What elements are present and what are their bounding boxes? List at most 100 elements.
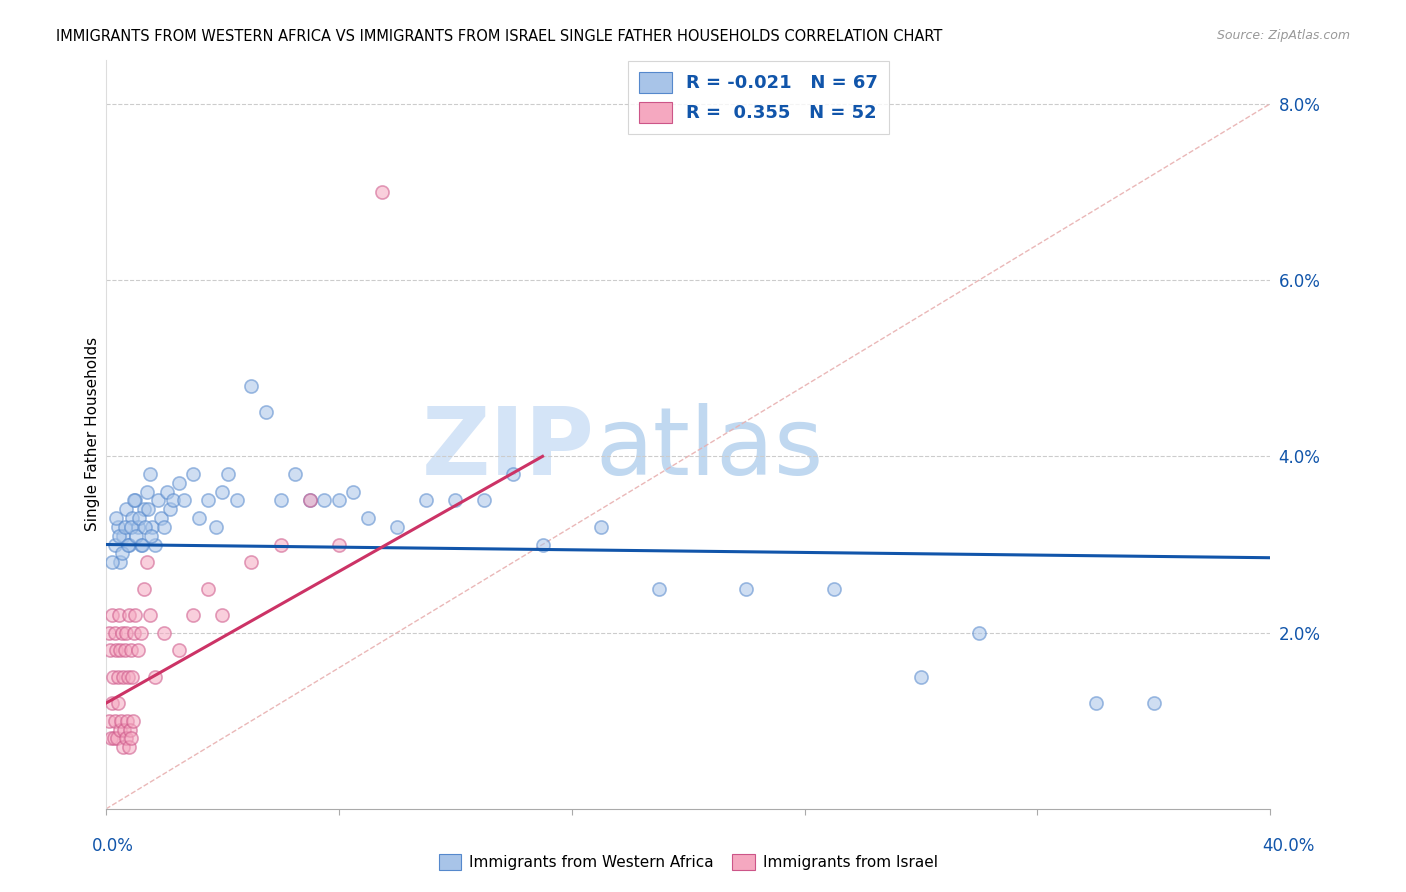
Point [118,723,141,737]
Point [298,493,321,508]
Point [589,520,612,534]
Point [735,582,758,596]
Point [111,546,134,560]
Point [105,643,128,657]
Point [115,502,138,516]
Point [118,608,141,623]
Point [967,625,990,640]
Point [108,529,131,543]
Point [141,520,163,534]
Point [107,520,129,534]
Point [115,714,138,728]
Point [104,714,127,728]
Point [107,696,129,710]
Point [138,608,160,623]
Text: Source: ZipAtlas.com: Source: ZipAtlas.com [1216,29,1350,42]
Point [104,537,127,551]
Text: IMMIGRANTS FROM WESTERN AFRICA VS IMMIGRANTS FROM ISRAEL SINGLE FATHER HOUSEHOLD: IMMIGRANTS FROM WESTERN AFRICA VS IMMIGR… [56,29,942,44]
Point [107,670,129,684]
Point [159,502,181,516]
Point [139,529,162,543]
Point [150,511,173,525]
Point [125,529,148,543]
Point [100,555,122,569]
Point [114,731,136,746]
Point [531,537,554,551]
Point [110,714,132,728]
Point [124,608,146,623]
Point [122,625,145,640]
Point [134,520,156,534]
Point [129,625,152,640]
Point [100,731,122,746]
Point [112,529,135,543]
Point [298,493,321,508]
Point [357,511,380,525]
Point [314,493,336,508]
Point [101,670,124,684]
Point [128,511,150,525]
Point [270,537,292,551]
Point [121,731,143,746]
Point [114,520,136,534]
Point [217,467,239,481]
Point [135,555,157,569]
Point [328,493,350,508]
Point [132,502,155,516]
Point [101,696,124,710]
Point [121,714,143,728]
Point [502,467,524,481]
Point [444,493,467,508]
Point [148,493,170,508]
Legend: R = -0.021   N = 67, R =  0.355   N = 52: R = -0.021 N = 67, R = 0.355 N = 52 [628,62,889,134]
Point [284,467,307,481]
Point [143,537,166,551]
Point [167,475,190,490]
Point [132,582,155,596]
Point [124,493,146,508]
Point [181,467,204,481]
Point [127,643,149,657]
Point [1143,696,1166,710]
Point [117,740,139,755]
Point [342,484,364,499]
Point [110,643,132,657]
Point [211,608,233,623]
Point [108,608,131,623]
Point [129,537,152,551]
Point [120,520,142,534]
Point [105,511,128,525]
Point [104,625,127,640]
Point [162,493,184,508]
Point [371,185,394,199]
Point [97,625,120,640]
Point [173,493,195,508]
Point [121,670,143,684]
Point [270,493,292,508]
Point [121,511,143,525]
Point [105,731,128,746]
Point [205,520,228,534]
Point [415,493,437,508]
Point [120,643,142,657]
Text: 0.0%: 0.0% [91,837,134,855]
Point [197,493,219,508]
Point [153,520,176,534]
Point [131,537,153,551]
Point [240,379,263,393]
Point [115,625,138,640]
Point [114,643,136,657]
Point [98,643,121,657]
Point [122,493,145,508]
Point [181,608,204,623]
Point [117,670,139,684]
Point [118,537,141,551]
Point [112,670,135,684]
Point [135,484,157,499]
Point [110,555,132,569]
Point [648,582,671,596]
Text: 40.0%: 40.0% [1263,837,1315,855]
Point [111,625,134,640]
Point [211,484,233,499]
Text: atlas: atlas [595,403,823,495]
